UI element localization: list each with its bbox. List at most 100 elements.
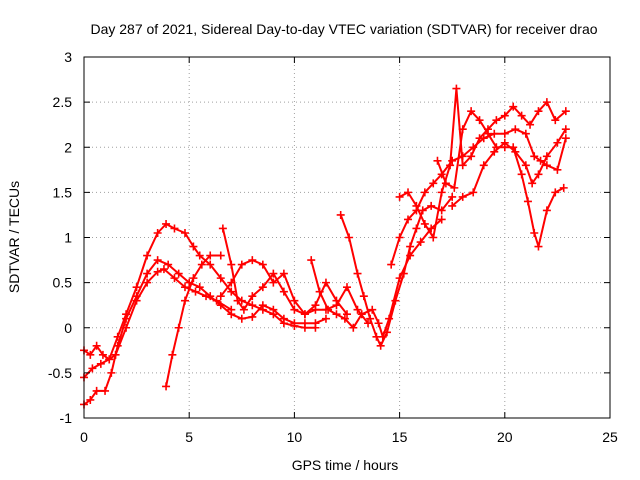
data-point <box>534 107 543 116</box>
data-point <box>469 188 478 197</box>
data-point <box>359 292 368 301</box>
data-point <box>105 355 114 364</box>
data-point <box>180 228 189 237</box>
data-point <box>526 120 535 129</box>
data-point <box>345 233 354 242</box>
x-tick-label: 5 <box>185 429 193 445</box>
data-point <box>416 238 425 247</box>
x-axis-label: GPS time / hours <box>292 457 399 473</box>
x-tick-label: 10 <box>287 429 303 445</box>
data-point <box>437 188 446 197</box>
data-point <box>517 170 526 179</box>
data-point <box>530 228 539 237</box>
axis-ticks: 0 5 10 15 20 25 -1 -0.5 0 0.5 1 1.5 2 2.5 3 <box>48 49 618 445</box>
data-point <box>162 219 171 228</box>
data-point <box>332 310 341 319</box>
data-point <box>279 319 288 328</box>
series-line <box>339 196 453 347</box>
data-point <box>479 161 488 170</box>
data-point <box>324 305 333 314</box>
data-point <box>509 102 518 111</box>
data-point <box>542 161 551 170</box>
chart-title: Day 287 of 2021, Sidereal Day-to-day VTE… <box>90 21 597 37</box>
data-point <box>420 188 429 197</box>
data-point <box>290 296 299 305</box>
data-point <box>227 287 236 296</box>
data-point <box>542 152 551 161</box>
data-point <box>404 188 413 197</box>
data-point <box>561 125 570 134</box>
data-point <box>446 161 455 170</box>
data-traces <box>80 84 570 409</box>
data-point <box>111 350 120 359</box>
data-point <box>448 201 457 210</box>
data-point <box>349 323 358 332</box>
data-point <box>122 323 131 332</box>
data-point <box>412 201 421 210</box>
x-tick-label: 25 <box>602 429 618 445</box>
data-point <box>475 116 484 125</box>
data-point <box>269 269 278 278</box>
data-point <box>553 165 562 174</box>
data-point <box>332 301 341 310</box>
data-point <box>395 233 404 242</box>
data-point <box>336 210 345 219</box>
data-point <box>143 278 152 287</box>
data-point <box>206 251 215 260</box>
data-point <box>96 359 105 368</box>
series-line <box>83 268 232 379</box>
data-point <box>511 125 520 134</box>
data-point <box>248 292 257 301</box>
data-point <box>227 305 236 314</box>
data-point <box>551 116 560 125</box>
data-point <box>122 310 131 319</box>
data-point <box>429 179 438 188</box>
data-point <box>206 260 215 269</box>
data-point <box>391 296 400 305</box>
y-tick-label: 3 <box>64 49 72 65</box>
data-point <box>315 287 324 296</box>
data-point <box>387 260 396 269</box>
data-point <box>534 242 543 251</box>
data-point <box>195 251 204 260</box>
y-tick-label: 2 <box>64 139 72 155</box>
data-point <box>86 395 95 404</box>
data-point <box>162 382 171 391</box>
data-point <box>212 296 221 305</box>
data-point <box>180 296 189 305</box>
data-point <box>500 138 509 147</box>
data-point <box>239 305 248 314</box>
data-point <box>311 323 320 332</box>
data-point <box>353 305 362 314</box>
series-trace-10 <box>395 84 570 242</box>
series-line <box>310 218 443 338</box>
data-point <box>92 386 101 395</box>
data-point <box>542 206 551 215</box>
data-point <box>107 368 116 377</box>
data-point <box>311 305 320 314</box>
data-point <box>164 260 173 269</box>
data-point <box>559 183 568 192</box>
series-line <box>221 228 369 324</box>
data-point <box>92 341 101 350</box>
data-point <box>189 242 198 251</box>
y-tick-label: 1 <box>64 230 72 246</box>
data-point <box>189 274 198 283</box>
data-point <box>534 170 543 179</box>
data-point <box>86 350 95 359</box>
data-point <box>300 323 309 332</box>
y-tick-label: 0.5 <box>53 275 73 291</box>
data-point <box>406 242 415 251</box>
data-point <box>180 283 189 292</box>
data-point <box>113 332 122 341</box>
data-point <box>399 269 408 278</box>
data-point <box>528 179 537 188</box>
data-point <box>279 269 288 278</box>
data-point <box>248 301 257 310</box>
data-point <box>258 305 267 314</box>
data-point <box>343 283 351 292</box>
data-point <box>483 129 492 138</box>
data-point <box>500 129 509 138</box>
data-point <box>170 224 179 233</box>
data-point <box>233 296 242 305</box>
